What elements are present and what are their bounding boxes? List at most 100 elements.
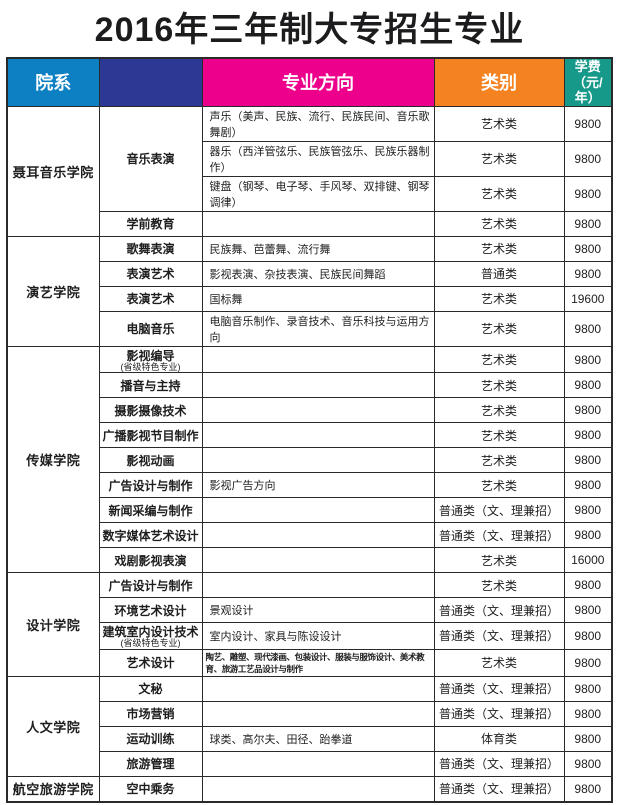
major-cell: 广告设计与制作 (98, 572, 203, 599)
table-row: 航空旅游学院 空中乘务 普通类（文、理兼招） 9800 (6, 775, 613, 803)
header-category: 类别 (433, 57, 565, 107)
major-cell: 摄影摄像技术 (98, 397, 203, 424)
fee-cell: 9800 (563, 105, 613, 142)
fee-cell: 9800 (563, 447, 613, 474)
table-row: 广播影视节目制作 艺术类 9800 (7, 422, 613, 449)
table-row: 人文学院 文秘 普通类（文、理兼招） 9800 (6, 675, 613, 777)
table-row: 环境艺术设计 景观设计 普通类（文、理兼招） 9800 (7, 597, 613, 624)
major-name: 广告设计与制作 (108, 578, 193, 593)
table-row: 器乐（西洋管弦乐、民族管弦乐、民族乐器制作） 艺术类 9800 (7, 140, 613, 177)
major-cell: 表演艺术 (98, 260, 203, 287)
major-name: 运动训练 (126, 732, 175, 747)
major-note: (省级特色专业) (120, 361, 181, 372)
majors-table: 院系 专业方向 类别 学费 （元/年） 聂耳音乐学院 音乐表演 声乐（美声、民族、流… (6, 57, 613, 803)
major-name: 影视动画 (126, 453, 175, 468)
fee-cell: 19600 (563, 285, 613, 312)
direction-cell: 球类、高尔夫、田径、跆拳道 (201, 725, 435, 752)
fee-cell: 9800 (563, 750, 613, 777)
table-row: 旅游管理 普通类（文、理兼招） 9800 (7, 750, 613, 777)
direction-cell (201, 397, 435, 424)
category-cell: 普通类 (433, 260, 565, 287)
direction-cell (201, 372, 435, 399)
category-cell: 体育类 (433, 725, 565, 752)
direction-cell (201, 675, 435, 702)
table-row: 影视动画 艺术类 9800 (7, 447, 613, 474)
direction-cell: 影视广告方向 (201, 472, 435, 499)
fee-cell: 9800 (563, 775, 613, 803)
category-cell: 艺术类 (433, 648, 565, 677)
direction-cell (201, 750, 435, 777)
category-cell: 艺术类 (433, 547, 565, 574)
page-title: 2016年三年制大专招生专业 (94, 11, 525, 49)
major-cell: 艺术设计 (98, 648, 203, 677)
major-name: 影视编导 (126, 348, 175, 363)
major-name: 播音与主持 (120, 378, 181, 393)
table-row: 传媒学院 影视编导 (省级特色专业) 艺术类 9800 (6, 345, 613, 574)
direction-cell (201, 522, 435, 549)
major-cell: 学前教育 (98, 210, 203, 237)
header-college: 院系 (6, 57, 100, 107)
table-row: 聂耳音乐学院 音乐表演 声乐（美声、民族、流行、民族民间、音乐歌舞剧） 艺术类 9800 (6, 105, 613, 237)
category-cell: 普通类（文、理兼招） (433, 497, 565, 524)
header-fee-line2: （元/年） (572, 74, 603, 106)
fee-cell: 9800 (563, 622, 613, 650)
table-row: 电脑音乐 电脑音乐制作、录音技术、音乐科技与运用方向 艺术类 9800 (7, 310, 613, 347)
major-name: 建筑室内设计技术 (102, 625, 199, 640)
major-cell: 广告设计与制作 (98, 472, 203, 499)
direction-cell: 国标舞 (201, 285, 435, 312)
major-name: 歌舞表演 (126, 242, 175, 257)
direction-cell: 民族舞、芭蕾舞、流行舞 (201, 235, 435, 262)
college-cell: 设计学院 (6, 572, 100, 677)
major-name: 电脑音乐 (126, 322, 175, 337)
category-cell: 艺术类 (433, 310, 565, 347)
fee-cell: 9800 (563, 497, 613, 524)
table-header: 院系 专业方向 类别 学费 （元/年） (6, 57, 613, 107)
category-cell: 普通类（文、理兼招） (433, 522, 565, 549)
major-name: 表演艺术 (126, 292, 175, 307)
major-cell: 文秘 (98, 675, 203, 702)
category-cell: 普通类（文、理兼招） (433, 597, 565, 624)
fee-cell: 9800 (563, 472, 613, 499)
major-name: 摄影摄像技术 (114, 403, 187, 418)
table-row: 戏剧影视表演 艺术类 16000 (7, 547, 613, 574)
table-row: 摄影摄像技术 艺术类 9800 (7, 397, 613, 424)
fee-cell: 9800 (563, 310, 613, 347)
category-cell: 普通类（文、理兼招） (433, 675, 565, 702)
direction-cell (201, 447, 435, 474)
direction-cell (201, 547, 435, 574)
category-cell: 普通类（文、理兼招） (433, 775, 565, 803)
fee-cell: 9800 (563, 210, 613, 237)
major-cell: 新闻采编与制作 (98, 497, 203, 524)
major-name: 文秘 (138, 682, 163, 697)
major-name: 新闻采编与制作 (108, 503, 193, 518)
major-cell: 音乐表演 (98, 105, 203, 212)
major-cell: 影视动画 (98, 447, 203, 474)
fee-cell: 9800 (563, 675, 613, 702)
table-row: 设计学院 广告设计与制作艺术类 9800 (6, 572, 613, 677)
direction-cell (201, 700, 435, 727)
major-cell: 运动训练 (98, 725, 203, 752)
table-row: 表演艺术 国标舞 艺术类 19600 (7, 285, 613, 312)
major-name: 广播影视节目制作 (102, 428, 199, 443)
direction-cell (201, 345, 435, 374)
major-cell: 环境艺术设计 (98, 597, 203, 624)
major-name: 数字媒体艺术设计 (102, 528, 199, 543)
fee-cell: 9800 (563, 235, 613, 262)
fee-cell: 9800 (563, 345, 613, 374)
fee-cell: 9800 (563, 175, 613, 212)
major-cell: 空中乘务 (98, 775, 203, 803)
fee-cell: 9800 (563, 260, 613, 287)
major-name: 环境艺术设计 (114, 603, 187, 618)
table-body: 聂耳音乐学院 音乐表演 声乐（美声、民族、流行、民族民间、音乐歌舞剧） 艺术类 9800… (6, 105, 613, 803)
fee-cell: 9800 (563, 648, 613, 677)
category-cell: 艺术类 (433, 345, 565, 374)
major-name: 旅游管理 (126, 757, 175, 772)
major-cell: 广播影视节目制作 (98, 422, 203, 449)
direction-cell (201, 422, 435, 449)
table-row: 数字媒体艺术设计 普通类（文、理兼招） 9800 (7, 522, 613, 549)
direction-cell: 影视表演、杂技表演、民族民间舞蹈 (201, 260, 435, 287)
direction-cell (201, 775, 435, 803)
category-cell: 艺术类 (433, 285, 565, 312)
major-cell: 表演艺术 (98, 285, 203, 312)
college-cell: 人文学院 (6, 675, 100, 777)
